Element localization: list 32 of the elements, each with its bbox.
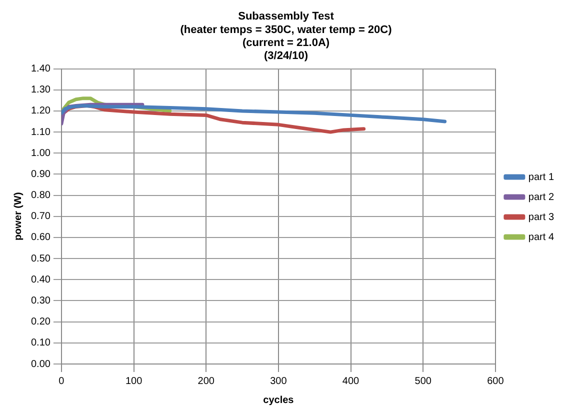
legend-label: part 3 [528,212,554,223]
y-axis-title: power (W) [12,192,24,241]
x-tick-label: 300 [270,376,288,387]
x-tick-label: 0 [58,376,65,387]
x-tick-label: 400 [342,376,360,387]
y-tick-label: 0.80 [30,190,51,202]
y-tick-label: 1.30 [30,84,51,96]
y-tick-label: 1.00 [30,148,51,159]
y-tick-label: 0.70 [30,211,51,222]
text: Subassembly Test [238,10,334,23]
y-tick-label: 0.10 [30,338,51,349]
legend-label: part 2 [528,192,554,203]
y-tick-label: 0.30 [30,295,51,306]
x-tick-label: 500 [414,376,432,387]
y-tick-label: 1.40 [30,64,51,75]
text: (3/24/10) [264,50,308,62]
y-tick-label: 0.00 [30,358,51,370]
legend-label: part 4 [528,232,554,243]
y-tick-label: 1.10 [30,126,51,138]
y-tick-label: 0.90 [30,168,51,180]
y-tick-label: 0.20 [30,316,51,328]
x-tick-label: 200 [198,376,215,387]
x-tick-label: 600 [487,376,504,387]
y-tick-label: 0.50 [30,253,51,264]
y-tick-label: 1.20 [30,106,51,117]
x-tick-label: 100 [125,376,143,387]
text: (heater temps = 350C, water temp = 20C) [180,24,392,36]
y-tick-label: 0.60 [30,232,51,244]
text: (current = 21.0A) [242,37,330,50]
y-tick-label: 0.40 [30,274,51,286]
legend-label: part 1 [528,172,554,183]
x-axis-title: cycles [263,394,294,406]
